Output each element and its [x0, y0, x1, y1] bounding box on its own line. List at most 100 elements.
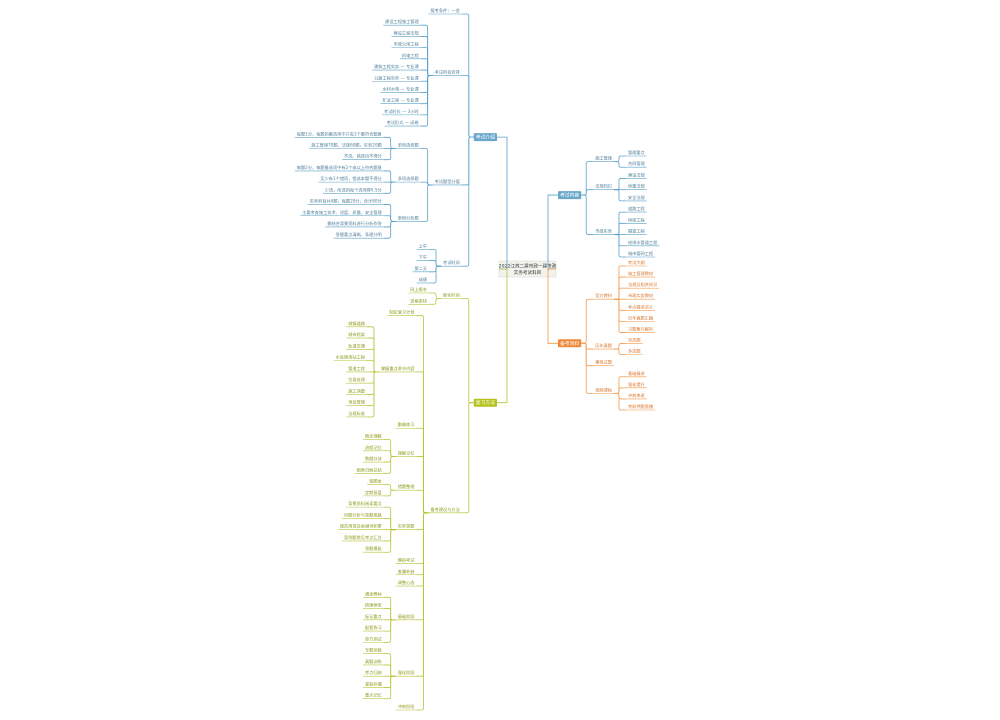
topic-label: 不选、错选均不得分	[344, 153, 383, 160]
topic-label: 制定复习计划	[389, 309, 414, 316]
topic-label: 隧道工程	[628, 228, 646, 235]
topic-label: 成绩	[419, 276, 428, 283]
branch-label: 备考资料	[560, 340, 579, 347]
connector	[613, 222, 626, 235]
connector	[613, 234, 626, 258]
connector	[383, 608, 396, 621]
connector	[497, 268, 508, 404]
connector	[613, 343, 626, 350]
topic-label: 错题本	[369, 478, 382, 485]
topic-label: 答题模板	[365, 545, 383, 552]
topic-label: 轨道交通	[348, 342, 366, 349]
connector	[416, 512, 429, 621]
connector	[613, 265, 626, 300]
topic-label: 每题1分，每题的备选项中只有1个最符合题意	[297, 130, 382, 137]
topic-label: 合同管理	[628, 160, 646, 167]
connector	[613, 298, 626, 333]
center-title: 2022江苏二建市政一建市政	[499, 263, 557, 270]
connector	[420, 75, 433, 105]
connector	[613, 392, 626, 400]
connector	[416, 512, 429, 564]
topic-label: 章节测试	[365, 635, 383, 642]
connector	[420, 184, 433, 222]
topic-label: 垃圾处理	[348, 376, 366, 383]
connector	[613, 348, 626, 356]
topic-label: 资格审核	[410, 297, 428, 304]
topic-label: 报考条件：一览	[430, 7, 459, 14]
connector	[581, 342, 594, 367]
connector	[416, 512, 429, 576]
connector	[416, 512, 429, 531]
connector	[429, 292, 442, 300]
topic-label: 历年真题	[595, 342, 613, 349]
branch-node	[473, 398, 497, 407]
topic-label: 模拟考试	[398, 556, 416, 563]
connector	[461, 402, 474, 514]
topic-label: 配套练习	[365, 624, 382, 631]
connector	[429, 265, 442, 284]
topic-label: 市政实务教材	[628, 292, 653, 299]
topic-label: 问题分析与答题思路	[344, 511, 383, 518]
topic-label: 备考建议与方法	[430, 506, 459, 513]
topic-label: 专题突破	[365, 647, 382, 654]
topic-label: 单项选择题	[398, 142, 420, 149]
connector	[429, 260, 442, 267]
topic-label: 施工管理	[595, 155, 613, 162]
topic-label: 基础精讲	[628, 370, 645, 377]
topic-label: 管理要点	[628, 149, 645, 156]
topic-label: 实务科目共4题，每题20分，合计80分	[310, 198, 383, 205]
topic-label: 法规标准	[348, 410, 365, 417]
topic-label: 标记重点	[365, 613, 382, 620]
topic-label: 多项选择题	[398, 175, 420, 182]
topic-label: 定期复盘	[365, 489, 382, 496]
topic-label: 单选题	[628, 337, 641, 344]
topic-label: 主要考查施工技术、进度、质量、安全管理	[302, 209, 382, 216]
topic-label: 数据口诀	[365, 455, 383, 462]
topic-label: 建设工程施工管理	[385, 18, 419, 25]
topic-label: 下午	[419, 254, 427, 261]
topic-label: 流程记忆	[365, 444, 382, 451]
topic-label: 公路工程实务 — 专业课	[374, 74, 419, 81]
connector	[366, 371, 379, 418]
topic-label: 错题整理	[398, 483, 416, 490]
topic-label: 考试时间	[443, 259, 460, 266]
connector	[383, 170, 396, 183]
topic-label: 理解记忆	[398, 449, 415, 456]
topic-label: 施工管理70题，法规60题，实务20题	[311, 142, 382, 149]
connector	[420, 75, 433, 127]
connector	[497, 136, 508, 270]
topic-label: 掌握重点章节内容	[381, 365, 415, 372]
connector	[420, 24, 433, 77]
connector	[429, 265, 442, 273]
connector	[420, 69, 433, 77]
connector	[366, 371, 379, 384]
topic-label: 机电工程	[402, 52, 420, 59]
connector	[383, 450, 396, 457]
topic-label: 给排水管道工程	[628, 239, 658, 246]
connector	[416, 512, 429, 677]
connector	[613, 298, 626, 311]
topic-label: 水利水电 — 专业课	[382, 85, 419, 92]
connector	[383, 518, 396, 531]
topic-label: 调整心态	[398, 579, 415, 586]
connector	[383, 675, 396, 700]
connector	[420, 47, 433, 77]
connector	[383, 619, 396, 632]
topic-label: 道路工程	[628, 205, 646, 212]
connector	[581, 298, 594, 344]
topic-label: 通读教材	[365, 590, 382, 597]
connector	[613, 189, 626, 202]
topic-label: 查漏补缺	[398, 568, 416, 575]
branch-label: 复习方法	[476, 399, 495, 406]
topic-label: 模拟试题	[595, 359, 613, 366]
connector	[383, 181, 396, 194]
connector	[383, 439, 396, 457]
topic-label: 实务答题	[398, 523, 416, 530]
connector	[461, 136, 474, 267]
topic-label: 市政公用工程	[394, 41, 420, 48]
connector	[429, 298, 442, 305]
connector	[383, 220, 396, 239]
connector	[461, 136, 474, 186]
topic-label: 案例题常见考点汇总	[344, 534, 382, 541]
topic-label: 城镇道路	[348, 320, 366, 327]
